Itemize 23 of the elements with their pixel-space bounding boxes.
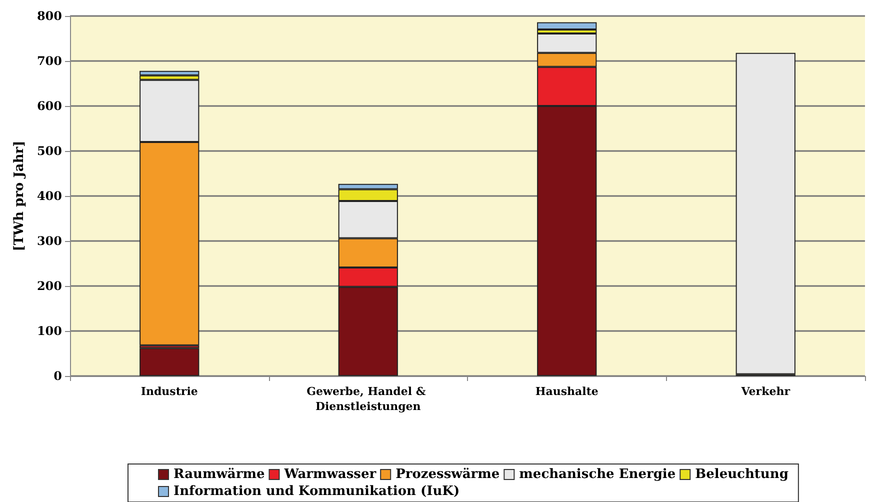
legend-label: Prozesswärme [396,467,500,482]
bar [736,52,796,374]
bar [537,22,597,30]
legend-label: Raumwärme [174,467,265,482]
legend-label: Information und Kommunikation (IuK) [174,484,460,499]
y-tick-label: 600 [36,99,62,113]
x-tick-label: Industrie [140,385,198,398]
y-tick-label: 0 [54,369,62,383]
legend-label: Beleuchtung [695,467,788,482]
y-tick-label: 800 [36,9,62,23]
y-tick-label: 100 [36,324,62,338]
x-tick-label: Gewerbe, Handel & Dienstleistungen [306,385,430,413]
legend-label: Warmwasser [283,467,376,482]
legend-label: mechanische Energie [519,467,676,482]
y-tick-label: 400 [36,189,62,203]
y-axis-title: [TWh pro Jahr] [12,140,28,252]
x-tick-label: Haushalte [535,385,598,398]
x-tick-label: Verkehr [740,385,790,398]
bar [140,348,200,376]
y-tick-label: 200 [36,279,62,293]
y-tick-label: 300 [36,234,62,248]
y-tick-label: 500 [36,144,62,158]
y-tick-label: 700 [36,54,62,68]
